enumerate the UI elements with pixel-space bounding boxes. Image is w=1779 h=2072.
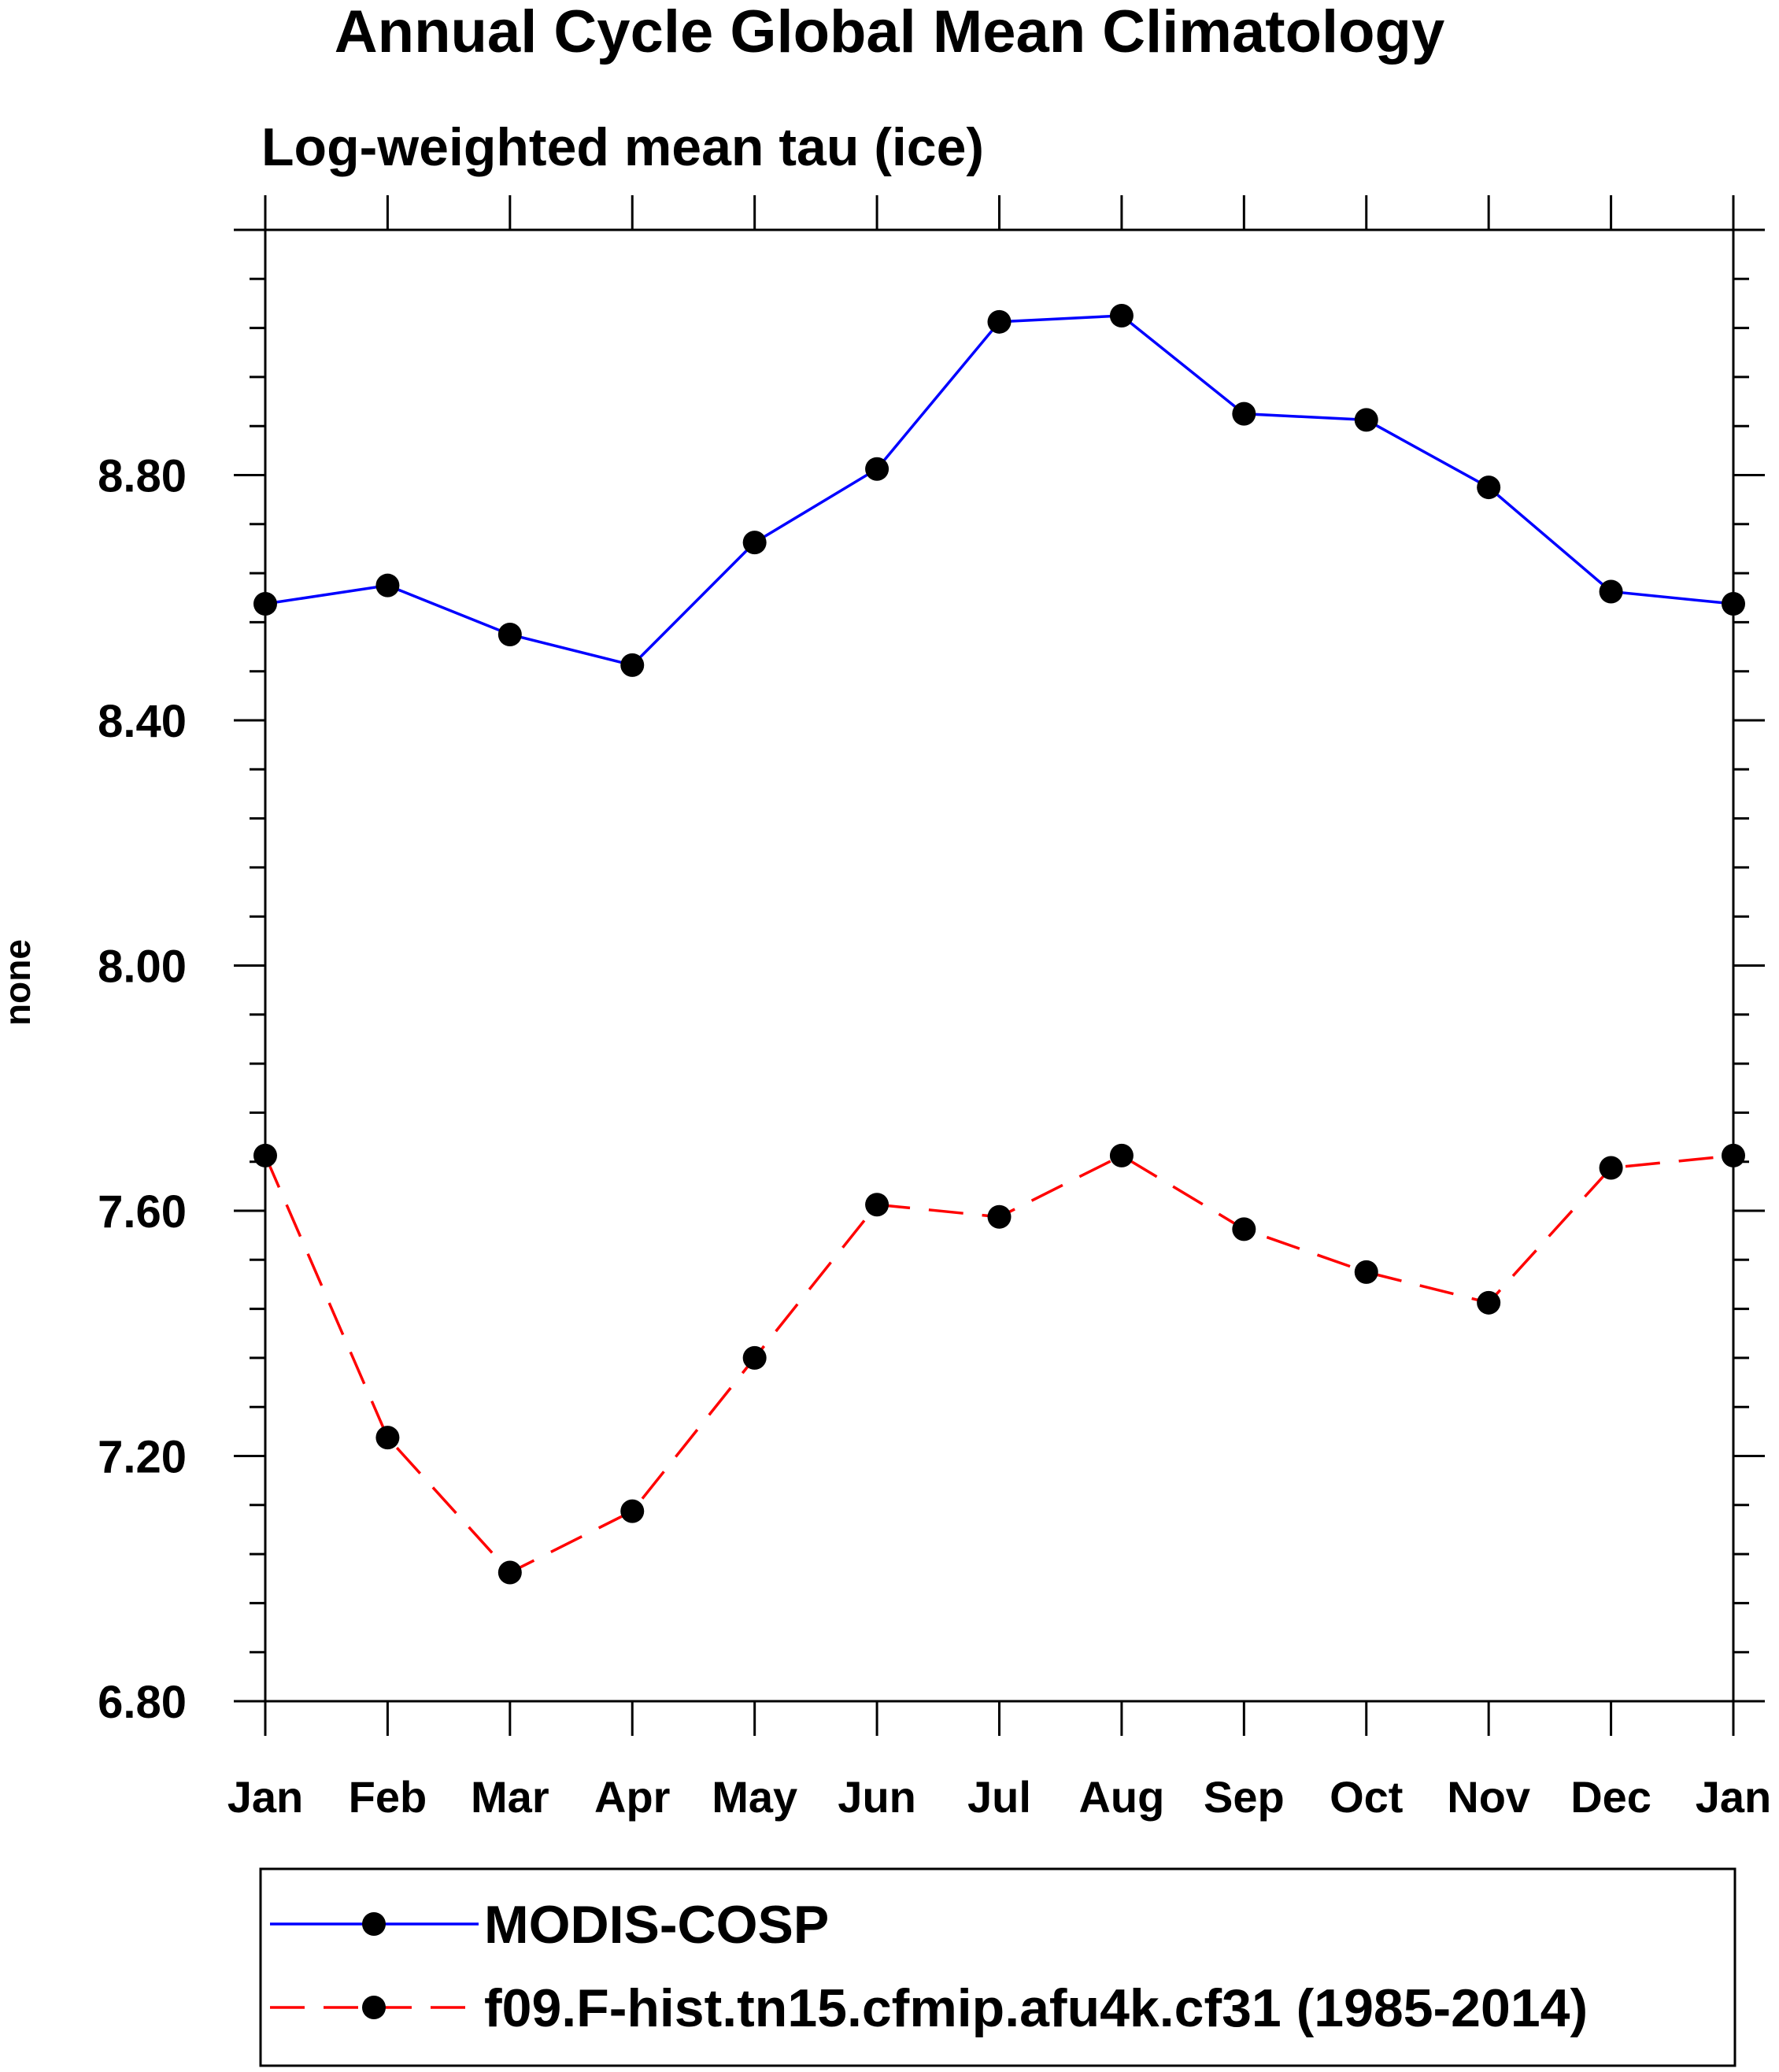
chart-title: Annual Cycle Global Mean Climatology xyxy=(335,0,1444,65)
plot-frame xyxy=(264,228,1735,1703)
y-tick-label: 7.20 xyxy=(98,1432,187,1483)
x-tick-label: Sep xyxy=(1204,1772,1285,1822)
legend: MODIS-COSP f09.F-hist.tn15.cfmip.afu4k.cf… xyxy=(259,1867,1736,2067)
data-point-s0 xyxy=(253,592,277,616)
y-tick-label: 8.40 xyxy=(98,696,187,747)
data-point-s1 xyxy=(1599,1156,1623,1180)
x-tick-label: Mar xyxy=(471,1772,549,1822)
data-point-s0 xyxy=(375,573,400,598)
legend-box xyxy=(259,1867,1736,2067)
data-point-s0 xyxy=(742,531,767,555)
x-tick-label: Feb xyxy=(349,1772,427,1822)
data-point-s1 xyxy=(1354,1260,1378,1284)
y-axis-label: none xyxy=(0,939,38,1026)
data-point-s1 xyxy=(497,1560,522,1585)
chart-subtitle: Log-weighted mean tau (ice) xyxy=(261,117,984,177)
data-point-s0 xyxy=(620,653,645,677)
x-tick-label: Nov xyxy=(1447,1772,1530,1822)
data-point-s0 xyxy=(1354,408,1378,432)
y-tick-label: 8.00 xyxy=(98,942,187,993)
data-point-s0 xyxy=(865,457,890,481)
data-point-s1 xyxy=(865,1193,890,1217)
data-point-s0 xyxy=(987,309,1012,334)
x-tick-label: Oct xyxy=(1330,1772,1403,1822)
x-tick-label: Jan xyxy=(1696,1772,1772,1822)
y-tick-label: 7.60 xyxy=(98,1186,187,1238)
data-point-s0 xyxy=(1232,401,1256,426)
x-tick-label: Apr xyxy=(594,1772,670,1822)
y-tick-label: 8.80 xyxy=(98,451,187,502)
series-line-0 xyxy=(264,314,1734,667)
x-tick-label: Jun xyxy=(838,1772,916,1822)
data-point-s1 xyxy=(253,1143,277,1167)
data-point-s1 xyxy=(1722,1143,1745,1167)
data-point-s0 xyxy=(1109,304,1134,328)
data-point-s0 xyxy=(1722,592,1745,616)
x-tick-label: Dec xyxy=(1570,1772,1651,1822)
plot-series xyxy=(253,304,1745,1585)
data-point-s1 xyxy=(742,1345,767,1370)
data-point-s1 xyxy=(375,1426,400,1450)
y-tick-label: 6.80 xyxy=(98,1677,187,1728)
data-point-s1 xyxy=(987,1204,1012,1229)
legend-label-1: f09.F-hist.tn15.cfmip.afu4k.cf31 (1985-2… xyxy=(484,1978,1588,2038)
x-tick-label: Jul xyxy=(967,1772,1031,1822)
data-point-s1 xyxy=(620,1499,645,1523)
x-tick-label: Jan xyxy=(227,1772,304,1822)
data-point-s1 xyxy=(1109,1143,1134,1167)
legend-marker-1 xyxy=(362,1996,386,2019)
data-point-s0 xyxy=(497,622,522,646)
legend-marker-0 xyxy=(362,1912,386,1936)
x-tick-label: Aug xyxy=(1078,1772,1164,1822)
data-point-s1 xyxy=(1232,1217,1256,1241)
data-point-s0 xyxy=(1477,475,1501,500)
data-point-s1 xyxy=(1477,1290,1501,1315)
x-tick-label: May xyxy=(712,1772,797,1822)
legend-label-0: MODIS-COSP xyxy=(484,1895,829,1955)
axes: 6.80 7.20 7.60 8.00 8.40 8.80 Jan Feb Mar Apr May J… xyxy=(98,195,1771,1822)
data-point-s0 xyxy=(1599,579,1623,604)
